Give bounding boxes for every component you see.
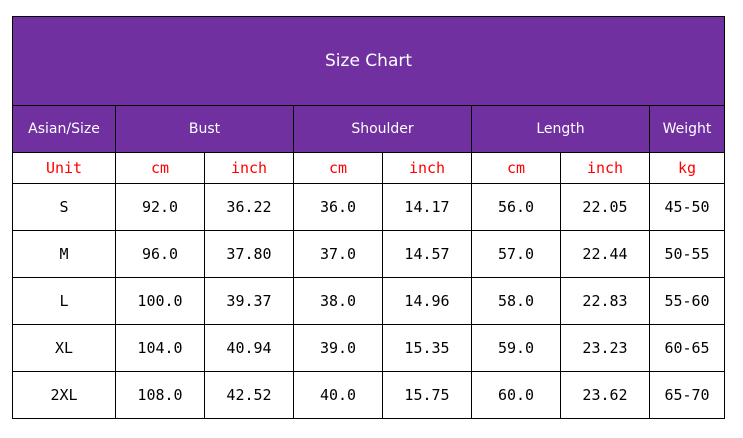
header-bust: Bust bbox=[115, 105, 294, 153]
table-cell: 14.17 bbox=[382, 183, 472, 231]
table-cell: 36.22 bbox=[204, 183, 294, 231]
table-cell: 23.62 bbox=[560, 371, 650, 419]
table-cell: 60.0 bbox=[471, 371, 561, 419]
unit-cell: inch bbox=[560, 152, 650, 184]
table-cell: 15.75 bbox=[382, 371, 472, 419]
table-row: S 92.0 36.22 36.0 14.17 56.0 22.05 45-50 bbox=[12, 183, 726, 231]
unit-row: Unit cm inch cm inch cm inch kg bbox=[12, 152, 726, 184]
table-cell: L bbox=[12, 277, 116, 325]
unit-cell: inch bbox=[382, 152, 472, 184]
table-cell: 39.37 bbox=[204, 277, 294, 325]
table-cell: M bbox=[12, 230, 116, 278]
table-cell: 14.96 bbox=[382, 277, 472, 325]
table-cell: 45-50 bbox=[648, 183, 726, 231]
table-title: Size Chart bbox=[11, 16, 726, 106]
table-cell: 57.0 bbox=[471, 230, 561, 278]
table-row: L 100.0 39.37 38.0 14.96 58.0 22.83 55-60 bbox=[12, 277, 726, 325]
table-row: XL 104.0 40.94 39.0 15.35 59.0 23.23 60-65 bbox=[12, 324, 726, 372]
unit-cell: inch bbox=[204, 152, 294, 184]
table-cell: 38.0 bbox=[293, 277, 383, 325]
table-cell: 55-60 bbox=[648, 277, 726, 325]
unit-cell: cm bbox=[293, 152, 383, 184]
table-cell: 39.0 bbox=[293, 324, 383, 372]
header-shoulder: Shoulder bbox=[293, 105, 472, 153]
table-cell: 42.52 bbox=[204, 371, 294, 419]
table-cell: 15.35 bbox=[382, 324, 472, 372]
table-cell: 58.0 bbox=[471, 277, 561, 325]
table-cell: 2XL bbox=[12, 371, 116, 419]
table-cell: 92.0 bbox=[115, 183, 205, 231]
table-cell: 36.0 bbox=[293, 183, 383, 231]
header-size: Asian/Size bbox=[12, 105, 116, 153]
unit-cell: kg bbox=[648, 152, 726, 184]
table-cell: 22.44 bbox=[560, 230, 650, 278]
table-cell: 104.0 bbox=[115, 324, 205, 372]
table-row: M 96.0 37.80 37.0 14.57 57.0 22.44 50-55 bbox=[12, 230, 726, 278]
unit-cell: cm bbox=[471, 152, 561, 184]
table-cell: 50-55 bbox=[648, 230, 726, 278]
table-cell: 37.80 bbox=[204, 230, 294, 278]
table-cell: 96.0 bbox=[115, 230, 205, 278]
table-cell: 22.05 bbox=[560, 183, 650, 231]
header-length: Length bbox=[471, 105, 650, 153]
table-cell: 100.0 bbox=[115, 277, 205, 325]
table-cell: 60-65 bbox=[648, 324, 726, 372]
table-cell: 108.0 bbox=[115, 371, 205, 419]
size-chart-table: Size Chart Asian/Size Bust Shoulder Leng… bbox=[11, 16, 726, 419]
table-row: 2XL 108.0 42.52 40.0 15.75 60.0 23.62 65-70 bbox=[12, 371, 726, 419]
table-cell: 37.0 bbox=[293, 230, 383, 278]
unit-cell: cm bbox=[115, 152, 205, 184]
header-weight: Weight bbox=[648, 105, 726, 153]
table-cell: XL bbox=[12, 324, 116, 372]
table-cell: 14.57 bbox=[382, 230, 472, 278]
table-cell: 59.0 bbox=[471, 324, 561, 372]
table-cell: S bbox=[12, 183, 116, 231]
table-cell: 23.23 bbox=[560, 324, 650, 372]
unit-cell: Unit bbox=[12, 152, 116, 184]
table-cell: 40.0 bbox=[293, 371, 383, 419]
table-cell: 40.94 bbox=[204, 324, 294, 372]
table-cell: 22.83 bbox=[560, 277, 650, 325]
table-cell: 65-70 bbox=[648, 371, 726, 419]
header-row: Asian/Size Bust Shoulder Length Weight bbox=[12, 105, 726, 153]
table-cell: 56.0 bbox=[471, 183, 561, 231]
